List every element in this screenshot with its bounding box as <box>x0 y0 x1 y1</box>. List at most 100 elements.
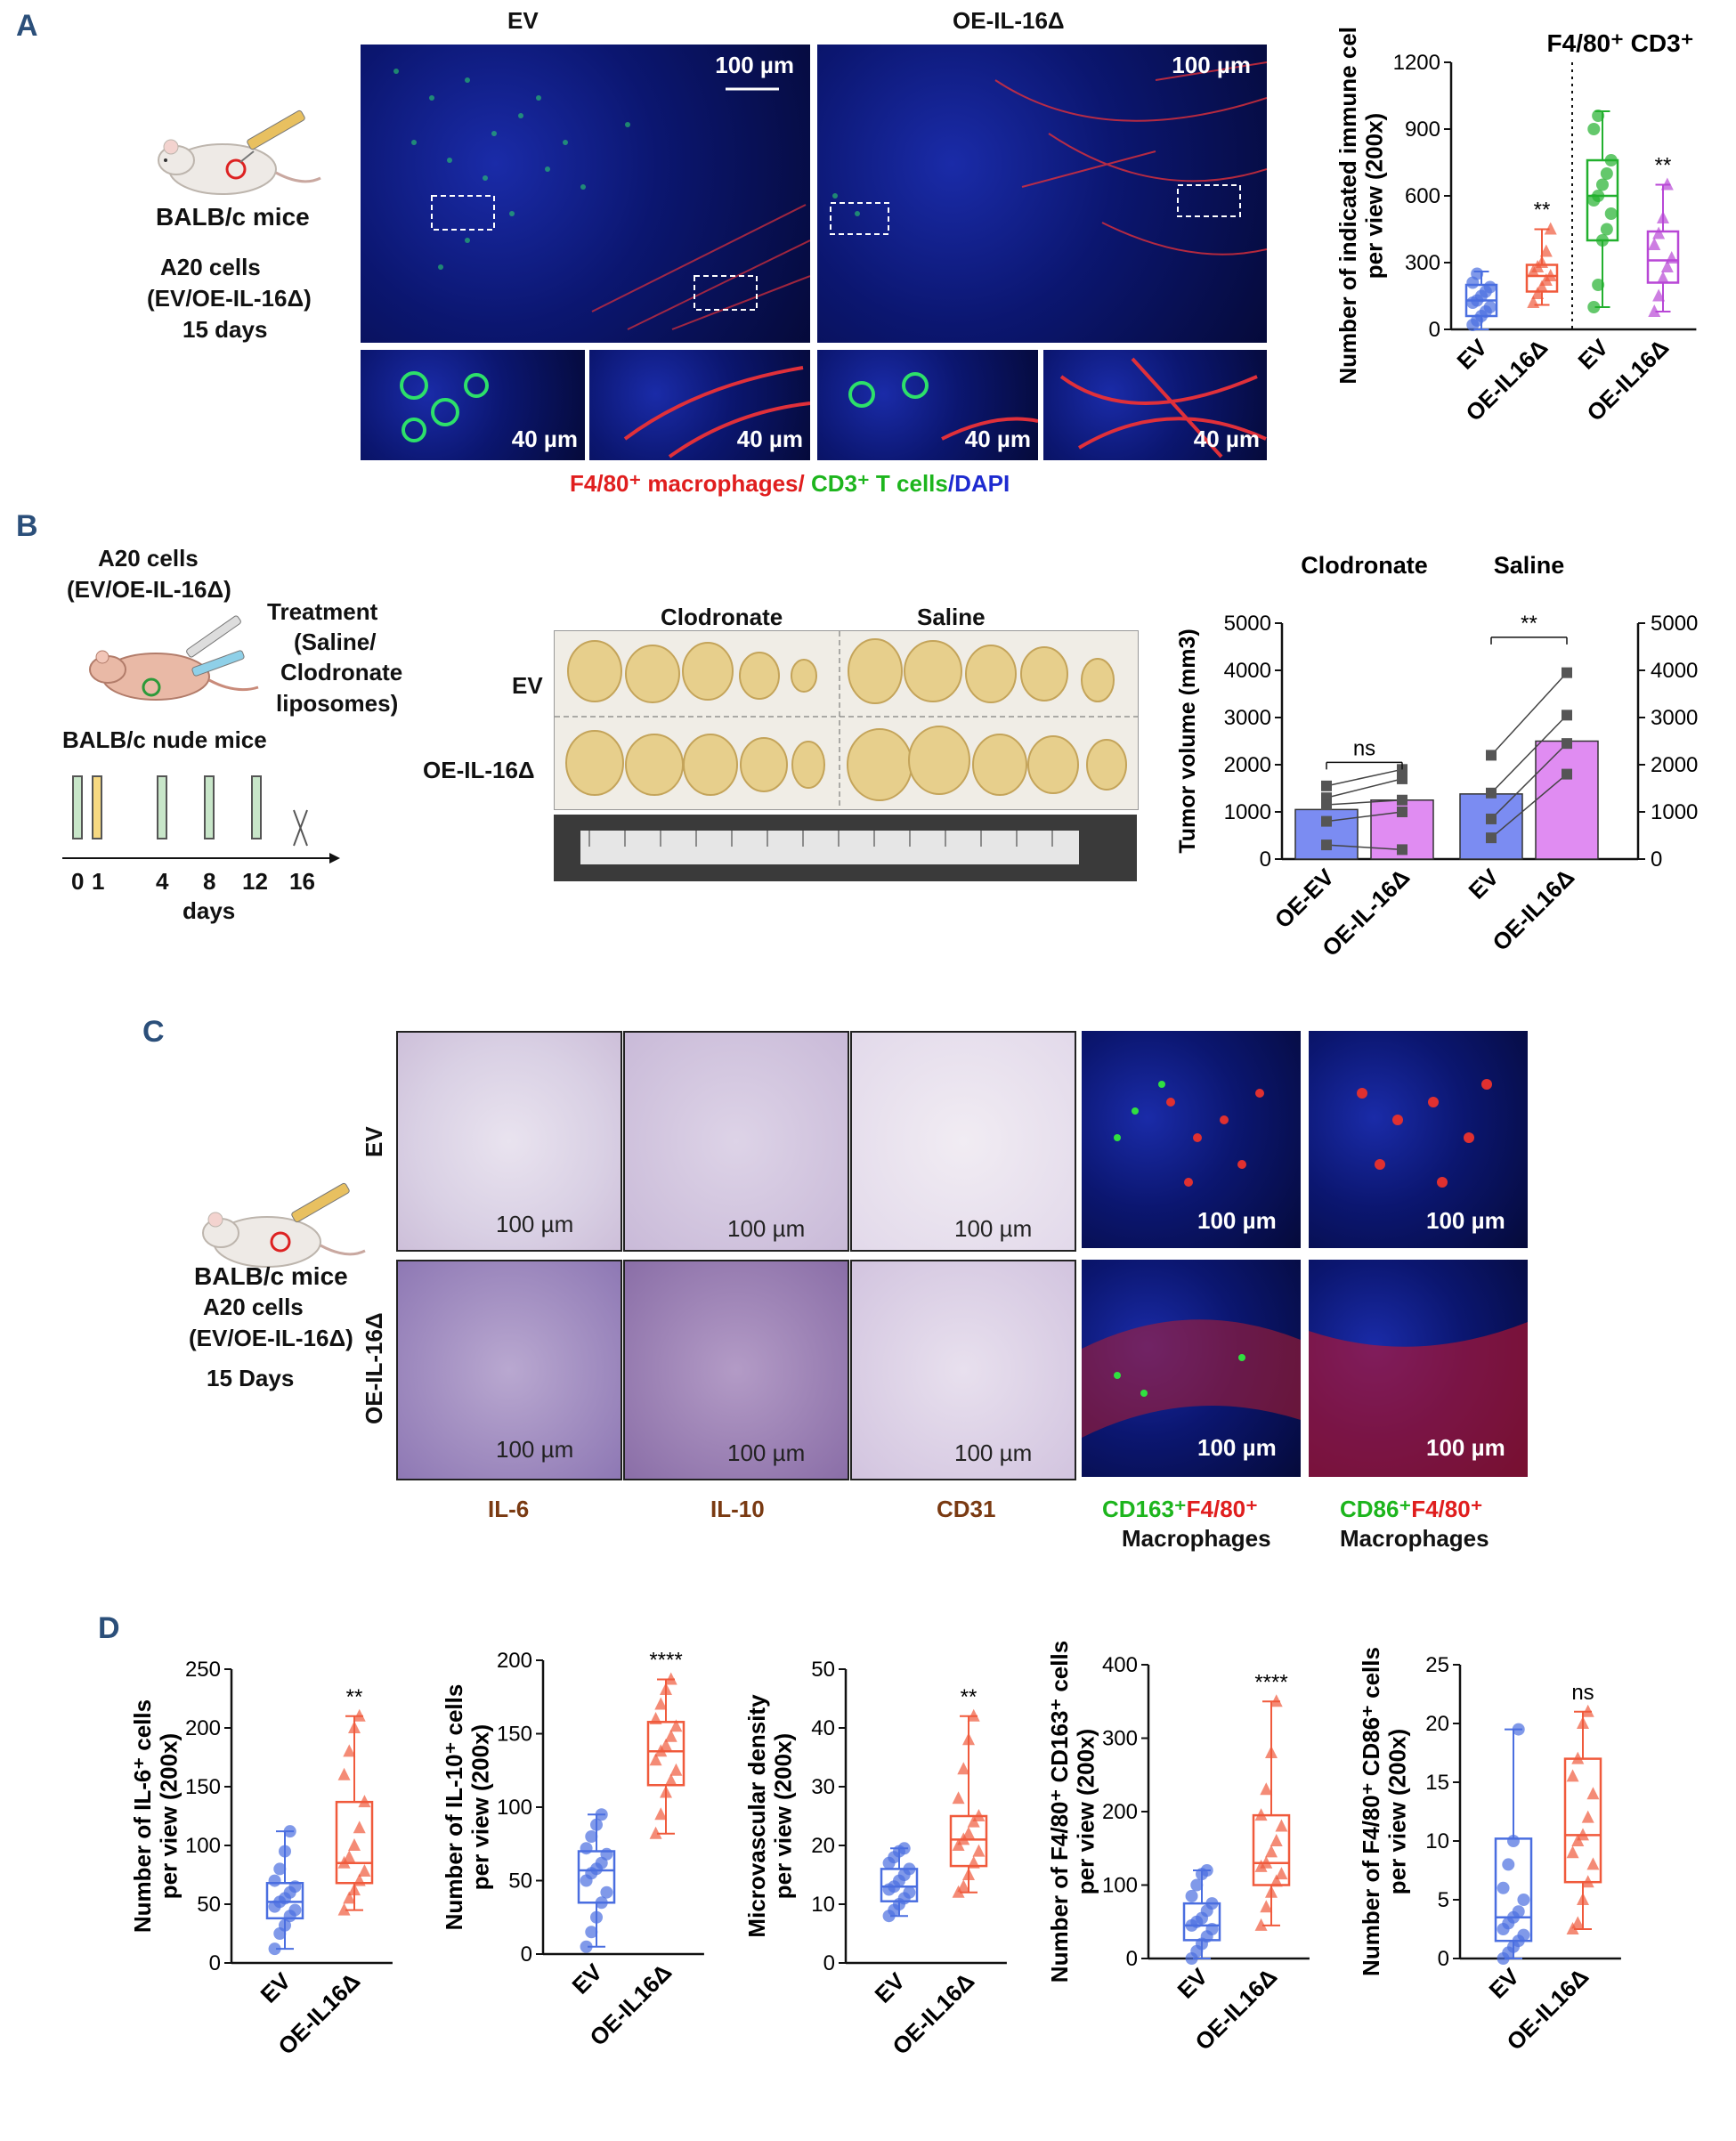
y-tick-label: 0 <box>521 1942 532 1967</box>
data-point <box>669 1763 683 1776</box>
c-group-label: (EV/OE-IL-16Δ) <box>189 1325 353 1351</box>
x-tick-label: EV <box>1464 864 1505 904</box>
y-tick-label: 100 <box>1102 1874 1138 1898</box>
significance-label: ** <box>1534 199 1551 223</box>
y-axis-label: Tumor volume (mm3) <box>1175 629 1200 853</box>
data-point <box>1581 1875 1594 1888</box>
data-point <box>1581 1704 1594 1717</box>
a-legend-red: F4/80⁺ macrophages/ <box>570 470 811 497</box>
y-tick-label: 200 <box>497 1649 532 1673</box>
data-point <box>600 1847 613 1861</box>
data-point <box>962 1732 975 1746</box>
data-point <box>288 1880 302 1894</box>
c-days-label: 15 Days <box>207 1365 295 1391</box>
data-point <box>337 1902 351 1916</box>
data-point <box>1657 271 1669 284</box>
y-tick-label: 20 <box>1425 1712 1449 1736</box>
data-point <box>348 1883 361 1896</box>
y-axis-label: Number of IL-10⁺ cellsper view (200x) <box>441 1684 494 1931</box>
data-point <box>1581 1810 1594 1823</box>
data-point <box>1577 1828 1589 1841</box>
a-days-label: 15 days <box>183 316 268 343</box>
chart-title: F4/80⁺ CD3⁺ <box>1547 29 1694 57</box>
data-point <box>1260 1855 1273 1869</box>
data-point <box>337 1767 351 1780</box>
paired-point <box>1486 813 1497 824</box>
paired-point <box>1562 768 1572 780</box>
a-ev-title: EV <box>507 7 539 34</box>
data-point <box>967 1708 980 1722</box>
y-tick-label: 100 <box>497 1796 532 1820</box>
a-ev-fluorescence-image: 100 µm <box>361 45 810 343</box>
y-tick-label: 0 <box>1429 318 1440 342</box>
c-ev-cd86-texture <box>1357 1079 1492 1188</box>
data-point <box>358 1795 371 1808</box>
c-scale-label: 100 µm <box>1426 1434 1505 1461</box>
c-mouse-injection-illustration <box>202 1182 366 1268</box>
c-oe-il10-image: 100 µm <box>623 1260 849 1480</box>
data-point <box>343 1850 356 1863</box>
c-oe-cd163-image: 100 µm <box>1082 1260 1301 1477</box>
data-point <box>1527 296 1540 308</box>
data-point <box>1205 1897 1219 1910</box>
data-point <box>1539 244 1553 257</box>
paired-point <box>1397 807 1407 817</box>
bar <box>1459 793 1523 860</box>
data-point <box>595 1808 608 1821</box>
bar <box>1535 740 1599 860</box>
c-oe-cd86-texture <box>1309 1322 1528 1477</box>
group-label: Clodronate <box>1301 552 1428 579</box>
c-col-label-cd31: CD31 <box>937 1496 996 1522</box>
y-tick-label: 2000 <box>1224 753 1271 777</box>
chart-d-cd86: 0 5 10 15 20 25 Number of F4/80⁺ CD86⁺ cellspe… <box>1358 1647 1621 2056</box>
c-scale-label: 100 µm <box>496 1436 574 1463</box>
data-point <box>962 1826 975 1839</box>
a-inset-cells-3 <box>848 372 1038 441</box>
data-point <box>1596 234 1609 247</box>
y-tick-label-right: 0 <box>1651 847 1662 872</box>
b-timeline-day-1: 1 <box>92 868 105 895</box>
data-point <box>585 1926 598 1939</box>
data-point <box>1571 1916 1585 1929</box>
data-point <box>664 1672 677 1685</box>
data-point <box>348 1838 361 1851</box>
y-axis-label: Number of IL-6⁺ cellsper view (200x) <box>129 1699 183 1933</box>
data-point <box>279 1918 291 1932</box>
c-col-sub-cd86: Macrophages <box>1340 1525 1489 1552</box>
data-point <box>1648 238 1661 250</box>
data-point <box>649 1753 662 1766</box>
y-tick-label-right: 1000 <box>1651 800 1698 824</box>
data-point <box>660 1738 672 1751</box>
paired-point <box>1486 750 1497 761</box>
a-ev-inset-2: 40 µm <box>589 350 810 460</box>
data-point <box>1596 178 1609 191</box>
data-point <box>957 1879 970 1893</box>
paired-line <box>1326 778 1403 799</box>
c-col-label-il6: IL-6 <box>488 1496 530 1522</box>
b-timeline-day-4: 4 <box>156 868 169 895</box>
a-legend-blue: DAPI <box>954 470 1010 497</box>
data-point <box>649 1826 662 1839</box>
data-point <box>1600 167 1613 180</box>
y-axis-label: Number of F4/80⁺ CD163⁺ cellsper view (2… <box>1046 1641 1099 1983</box>
significance-label: **** <box>1254 1670 1287 1694</box>
data-point <box>1502 1858 1515 1871</box>
data-point <box>595 1896 608 1910</box>
y-tick-label: 1000 <box>1224 800 1271 824</box>
b-tumor-photo-content <box>555 631 1138 809</box>
b-timeline-day-12: 12 <box>242 868 268 895</box>
paired-point <box>1321 839 1332 851</box>
x-tick-label: EV <box>567 1959 608 1999</box>
y-tick-label: 15 <box>1425 1771 1449 1795</box>
paired-point <box>1321 780 1332 791</box>
data-point <box>1275 1867 1288 1880</box>
a-mouse-label: BALB/c mice <box>156 203 310 231</box>
x-tick-label: OE-IL16Δ <box>1487 864 1579 956</box>
c-oe-cd163-texture <box>1082 1319 1301 1438</box>
y-tick-label: 0 <box>209 1951 221 1975</box>
